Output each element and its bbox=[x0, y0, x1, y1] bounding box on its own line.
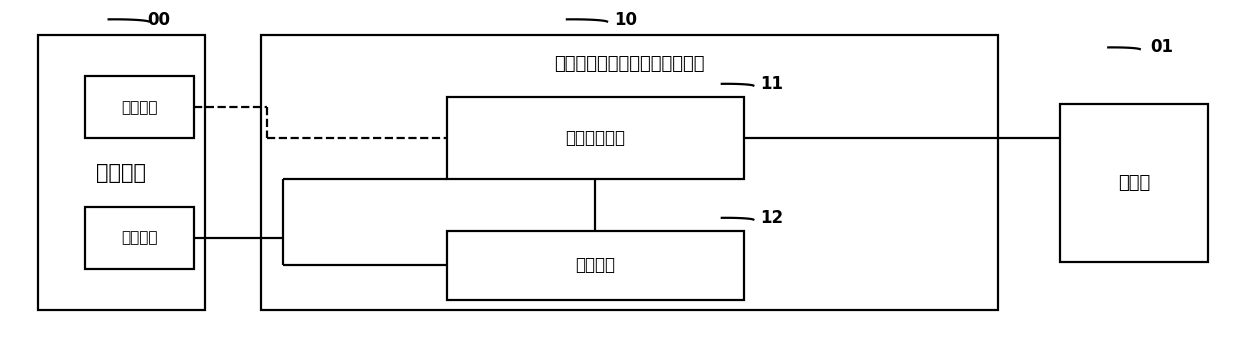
Text: 控制单元: 控制单元 bbox=[575, 256, 615, 274]
Text: 输入接口: 输入接口 bbox=[122, 100, 157, 115]
Bar bbox=[38, 35, 205, 310]
Text: 11: 11 bbox=[760, 75, 782, 93]
Bar bbox=[260, 35, 998, 310]
Text: 01: 01 bbox=[1151, 38, 1173, 56]
Text: 通路切换单元: 通路切换单元 bbox=[565, 129, 625, 147]
Text: 10: 10 bbox=[614, 11, 637, 29]
Bar bbox=[446, 231, 744, 300]
Text: 输出接口: 输出接口 bbox=[122, 230, 157, 245]
Text: 扬声器: 扬声器 bbox=[1118, 174, 1151, 192]
Bar bbox=[446, 97, 744, 179]
Text: 12: 12 bbox=[760, 209, 784, 227]
Bar bbox=[84, 207, 193, 269]
Text: 移动终端的麦克风故障处理装置: 移动终端的麦克风故障处理装置 bbox=[554, 55, 704, 73]
Text: 00: 00 bbox=[146, 11, 170, 29]
Bar bbox=[84, 76, 193, 138]
Text: 编译码器: 编译码器 bbox=[97, 162, 146, 183]
Bar bbox=[1060, 104, 1208, 262]
